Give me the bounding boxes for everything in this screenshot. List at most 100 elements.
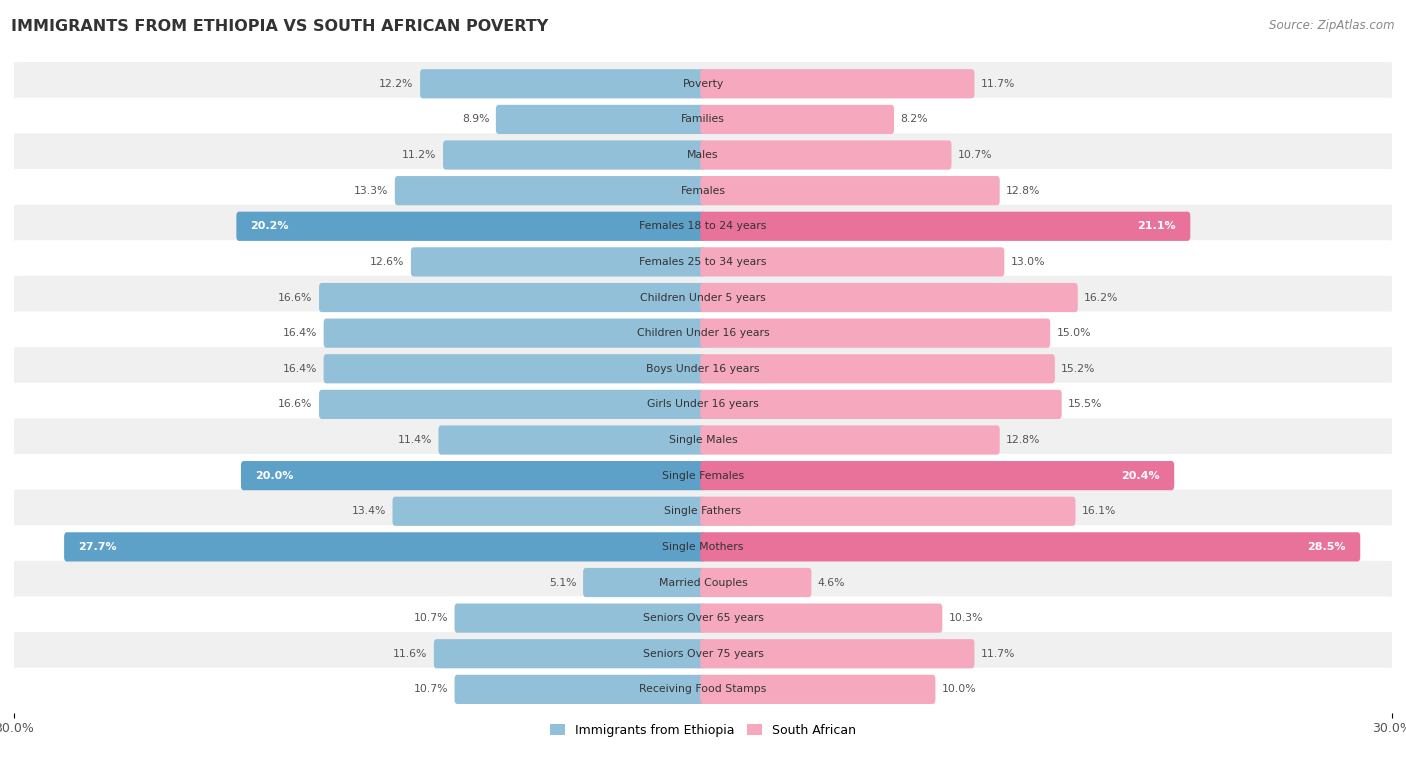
FancyBboxPatch shape xyxy=(13,525,1393,568)
FancyBboxPatch shape xyxy=(443,140,706,170)
FancyBboxPatch shape xyxy=(700,283,1078,312)
Text: 10.3%: 10.3% xyxy=(949,613,983,623)
FancyBboxPatch shape xyxy=(13,632,1393,675)
Text: 10.0%: 10.0% xyxy=(942,684,976,694)
Text: Females 25 to 34 years: Females 25 to 34 years xyxy=(640,257,766,267)
FancyBboxPatch shape xyxy=(13,418,1393,462)
FancyBboxPatch shape xyxy=(13,169,1393,212)
FancyBboxPatch shape xyxy=(240,461,706,490)
Text: Children Under 16 years: Children Under 16 years xyxy=(637,328,769,338)
FancyBboxPatch shape xyxy=(700,425,1000,455)
Text: 15.0%: 15.0% xyxy=(1057,328,1091,338)
Text: Married Couples: Married Couples xyxy=(658,578,748,587)
Text: 16.4%: 16.4% xyxy=(283,364,318,374)
FancyBboxPatch shape xyxy=(496,105,706,134)
Text: Females 18 to 24 years: Females 18 to 24 years xyxy=(640,221,766,231)
Text: 15.2%: 15.2% xyxy=(1062,364,1095,374)
Text: Single Females: Single Females xyxy=(662,471,744,481)
FancyBboxPatch shape xyxy=(395,176,706,205)
FancyBboxPatch shape xyxy=(13,490,1393,533)
FancyBboxPatch shape xyxy=(700,390,1062,419)
Text: Children Under 5 years: Children Under 5 years xyxy=(640,293,766,302)
FancyBboxPatch shape xyxy=(13,312,1393,355)
Text: 12.8%: 12.8% xyxy=(1007,435,1040,445)
Text: 12.6%: 12.6% xyxy=(370,257,405,267)
FancyBboxPatch shape xyxy=(434,639,706,669)
FancyBboxPatch shape xyxy=(13,383,1393,426)
Text: Boys Under 16 years: Boys Under 16 years xyxy=(647,364,759,374)
Text: 13.4%: 13.4% xyxy=(352,506,387,516)
Text: 28.5%: 28.5% xyxy=(1308,542,1346,552)
Text: Males: Males xyxy=(688,150,718,160)
FancyBboxPatch shape xyxy=(700,639,974,669)
Text: 16.2%: 16.2% xyxy=(1084,293,1119,302)
Text: 10.7%: 10.7% xyxy=(957,150,993,160)
FancyBboxPatch shape xyxy=(13,98,1393,141)
FancyBboxPatch shape xyxy=(323,354,706,384)
Text: 13.3%: 13.3% xyxy=(354,186,388,196)
Text: 16.6%: 16.6% xyxy=(278,293,312,302)
FancyBboxPatch shape xyxy=(420,69,706,99)
Text: 12.8%: 12.8% xyxy=(1007,186,1040,196)
FancyBboxPatch shape xyxy=(583,568,706,597)
FancyBboxPatch shape xyxy=(13,561,1393,604)
FancyBboxPatch shape xyxy=(700,603,942,633)
FancyBboxPatch shape xyxy=(454,603,706,633)
Text: Receiving Food Stamps: Receiving Food Stamps xyxy=(640,684,766,694)
FancyBboxPatch shape xyxy=(13,454,1393,497)
FancyBboxPatch shape xyxy=(700,318,1050,348)
FancyBboxPatch shape xyxy=(65,532,706,562)
Text: 16.6%: 16.6% xyxy=(278,399,312,409)
FancyBboxPatch shape xyxy=(454,675,706,704)
FancyBboxPatch shape xyxy=(319,283,706,312)
Text: Single Males: Single Males xyxy=(669,435,737,445)
FancyBboxPatch shape xyxy=(236,211,706,241)
FancyBboxPatch shape xyxy=(700,532,1360,562)
Text: IMMIGRANTS FROM ETHIOPIA VS SOUTH AFRICAN POVERTY: IMMIGRANTS FROM ETHIOPIA VS SOUTH AFRICA… xyxy=(11,19,548,34)
FancyBboxPatch shape xyxy=(700,461,1174,490)
FancyBboxPatch shape xyxy=(392,496,706,526)
Text: 11.2%: 11.2% xyxy=(402,150,437,160)
FancyBboxPatch shape xyxy=(323,318,706,348)
Text: 20.4%: 20.4% xyxy=(1122,471,1160,481)
Text: 21.1%: 21.1% xyxy=(1137,221,1175,231)
Text: 16.1%: 16.1% xyxy=(1083,506,1116,516)
Text: Single Mothers: Single Mothers xyxy=(662,542,744,552)
Text: 11.7%: 11.7% xyxy=(981,79,1015,89)
FancyBboxPatch shape xyxy=(700,354,1054,384)
Text: 13.0%: 13.0% xyxy=(1011,257,1045,267)
FancyBboxPatch shape xyxy=(13,668,1393,711)
Text: Poverty: Poverty xyxy=(682,79,724,89)
FancyBboxPatch shape xyxy=(700,140,952,170)
FancyBboxPatch shape xyxy=(13,276,1393,319)
Text: 8.9%: 8.9% xyxy=(463,114,489,124)
Text: Seniors Over 75 years: Seniors Over 75 years xyxy=(643,649,763,659)
Text: 8.2%: 8.2% xyxy=(900,114,928,124)
FancyBboxPatch shape xyxy=(13,347,1393,390)
FancyBboxPatch shape xyxy=(700,105,894,134)
Text: 11.7%: 11.7% xyxy=(981,649,1015,659)
Text: 5.1%: 5.1% xyxy=(550,578,576,587)
Text: Single Fathers: Single Fathers xyxy=(665,506,741,516)
FancyBboxPatch shape xyxy=(439,425,706,455)
FancyBboxPatch shape xyxy=(700,247,1004,277)
FancyBboxPatch shape xyxy=(700,675,935,704)
FancyBboxPatch shape xyxy=(700,568,811,597)
Text: 10.7%: 10.7% xyxy=(413,613,449,623)
FancyBboxPatch shape xyxy=(13,205,1393,248)
FancyBboxPatch shape xyxy=(700,211,1191,241)
Text: Families: Families xyxy=(681,114,725,124)
Text: Source: ZipAtlas.com: Source: ZipAtlas.com xyxy=(1270,19,1395,32)
Text: Females: Females xyxy=(681,186,725,196)
FancyBboxPatch shape xyxy=(700,69,974,99)
Legend: Immigrants from Ethiopia, South African: Immigrants from Ethiopia, South African xyxy=(546,719,860,742)
Text: 16.4%: 16.4% xyxy=(283,328,318,338)
Text: 10.7%: 10.7% xyxy=(413,684,449,694)
FancyBboxPatch shape xyxy=(700,496,1076,526)
FancyBboxPatch shape xyxy=(13,133,1393,177)
Text: 12.2%: 12.2% xyxy=(380,79,413,89)
Text: 11.4%: 11.4% xyxy=(398,435,432,445)
FancyBboxPatch shape xyxy=(411,247,706,277)
Text: 15.5%: 15.5% xyxy=(1069,399,1102,409)
Text: 11.6%: 11.6% xyxy=(394,649,427,659)
